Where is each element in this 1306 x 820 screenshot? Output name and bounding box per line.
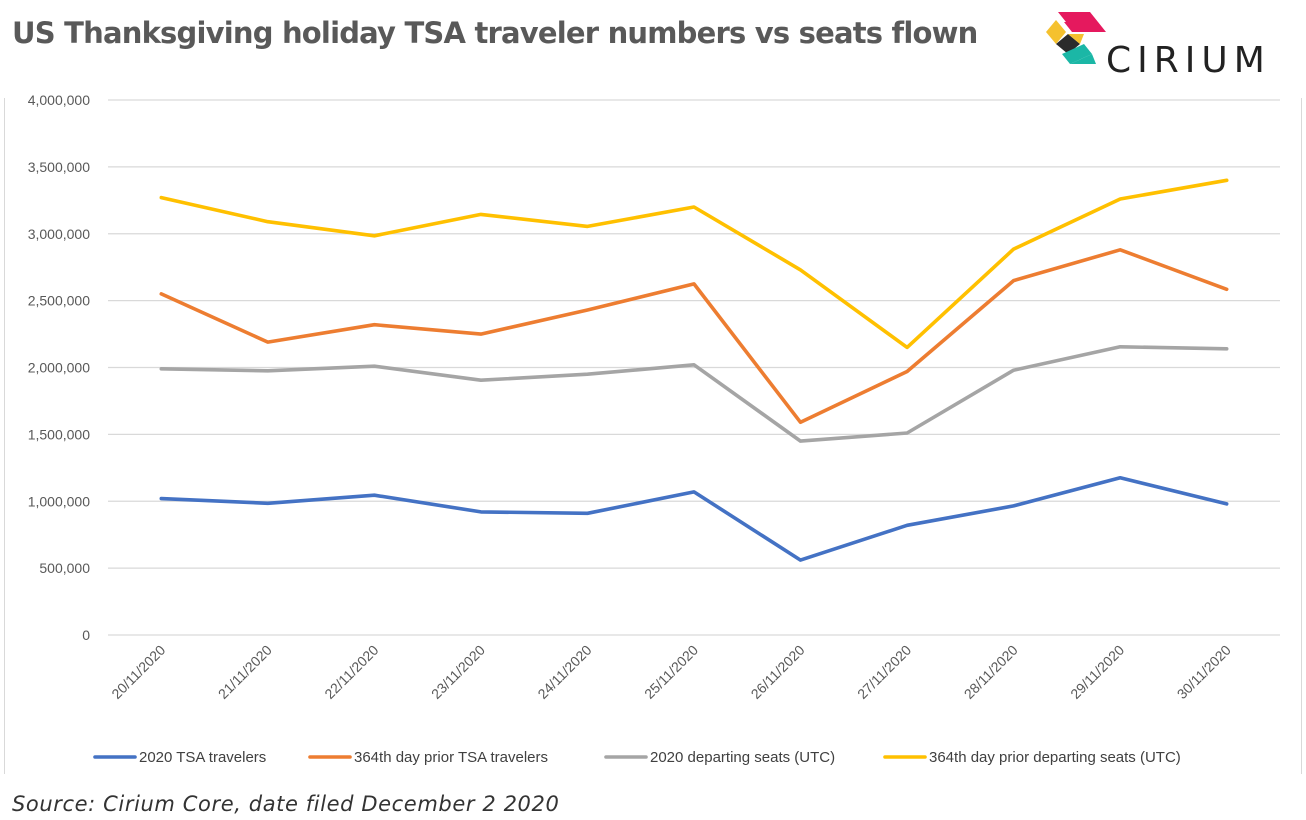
chart-frame-left — [4, 98, 5, 774]
x-tick-label: 27/11/2020 — [854, 642, 914, 702]
legend-label: 364th day prior TSA travelers — [354, 749, 548, 766]
series-line-3 — [159, 344, 1229, 443]
x-tick-label: 28/11/2020 — [961, 642, 1021, 702]
logo-teal-shape-2 — [1070, 54, 1096, 64]
y-tick-label: 500,000 — [39, 560, 90, 576]
series-line-2 — [159, 248, 1229, 425]
x-tick-label: 25/11/2020 — [641, 642, 701, 702]
chart-title: US Thanksgiving holiday TSA traveler num… — [12, 16, 978, 50]
x-tick-label: 26/11/2020 — [748, 642, 808, 702]
series-line-4 — [159, 178, 1229, 350]
legend-label: 364th day prior departing seats (UTC) — [929, 749, 1181, 766]
cirium-logo-icon — [1046, 12, 1106, 64]
brand-name: CIRIUM — [1106, 40, 1271, 81]
x-tick-label: 20/11/2020 — [108, 642, 168, 702]
source-note: Source: Cirium Core, date filed December… — [12, 792, 560, 816]
logo-pink-shape-2 — [1064, 22, 1106, 32]
x-axis-labels: 20/11/2020 21/11/2020 22/11/2020 23/11/2020… — [108, 642, 1234, 702]
y-tick-label: 2,000,000 — [28, 360, 90, 376]
y-axis-labels: 0 500,000 1,000,000 1,500,000 2,000,000 2,500… — [28, 92, 91, 643]
x-tick-label: 22/11/2020 — [321, 642, 381, 702]
logo-teal-shape — [1062, 44, 1092, 64]
x-tick-label: 30/11/2020 — [1174, 642, 1234, 702]
chart-frame-right — [1301, 98, 1302, 774]
logo-yellow-shape — [1046, 20, 1066, 44]
logo-yellow-shape-2 — [1068, 34, 1084, 44]
x-tick-label: 23/11/2020 — [428, 642, 488, 702]
legend-label: 2020 TSA travelers — [139, 749, 266, 766]
x-tick-label: 29/11/2020 — [1067, 642, 1127, 702]
y-tick-label: 3,000,000 — [28, 226, 90, 242]
y-tick-label: 3,500,000 — [28, 159, 90, 175]
y-tick-label: 4,000,000 — [28, 92, 90, 108]
legend: 2020 TSA travelers 364th day prior TSA tr… — [93, 749, 1181, 766]
legend-label: 2020 departing seats (UTC) — [650, 749, 835, 766]
y-tick-label: 1,500,000 — [28, 426, 90, 442]
series-line-1 — [159, 475, 1229, 562]
y-tick-label: 1,000,000 — [28, 493, 90, 509]
gridlines — [108, 99, 1280, 636]
line-chart: 0 500,000 1,000,000 1,500,000 2,000,000 2,500… — [28, 92, 1280, 766]
y-tick-label: 2,500,000 — [28, 293, 90, 309]
x-tick-label: 24/11/2020 — [534, 642, 594, 702]
series-lines — [159, 178, 1229, 562]
x-tick-label: 21/11/2020 — [215, 642, 275, 702]
logo-pink-shape — [1058, 12, 1098, 22]
y-tick-label: 0 — [82, 627, 90, 643]
